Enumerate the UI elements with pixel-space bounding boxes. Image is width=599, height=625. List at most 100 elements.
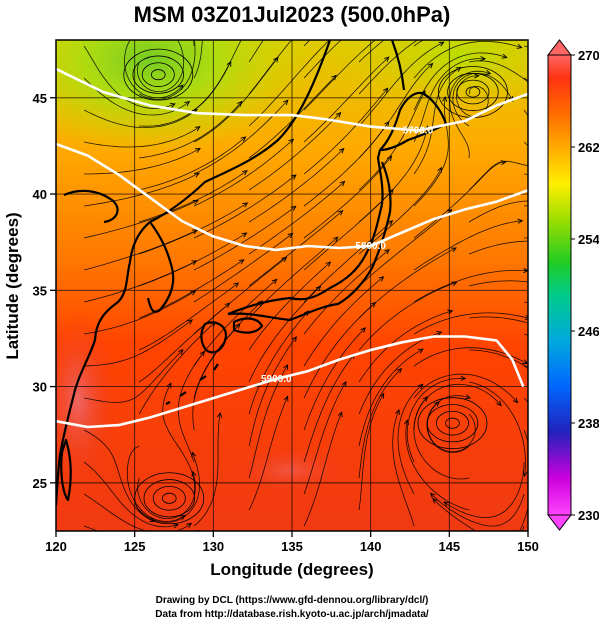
streamline-arrow-102 [325,261,332,267]
streamline-45 [579,158,599,190]
streamline-arrow-151 [191,451,197,458]
colorbar-top-arrow [546,39,573,56]
streamline-arrow-41 [236,100,243,107]
streamline-arrow-79 [517,218,524,224]
streamline-arrow-82 [337,210,344,216]
streamline-6 [83,45,176,109]
streamline-arrow-118 [370,301,377,308]
streamline-116 [84,349,184,403]
streamline-arrow-78 [388,188,394,195]
streamline-arrow-49 [455,66,462,72]
streamline-arrow-129 [496,400,502,407]
colorbar-label-270: 270 [578,48,599,63]
contour-line-2 [56,335,525,429]
streamline-arrow-142 [283,364,289,370]
vortex-ring-2-14 [152,485,186,511]
streamline-71 [138,202,248,255]
streamline-150 [430,493,525,527]
streamline-143 [358,368,402,479]
streamline-73 [358,167,442,255]
streamline-arrow-157 [217,411,223,418]
streamline-138 [303,353,355,463]
streamline-89 [413,270,528,303]
streamline-131 [126,445,186,522]
streamline-64 [468,200,528,223]
streamline-arrow-31 [226,60,232,67]
streamline-51 [139,136,246,191]
axis-ticks: 120 125 130 135 140 145 150 25 30 35 40 45 [33,91,539,554]
streamline-arrow-9 [524,20,529,24]
streamlines [83,0,599,531]
streamline-arrow-120 [586,493,591,498]
streamline-arrow-149 [417,383,424,390]
streamline-arrow-87 [287,232,294,239]
streamline-arrow-123 [436,331,443,337]
streamline-31 [139,61,232,127]
vortex-ring-0-22 [132,55,184,94]
streamline-arrow-96 [190,290,197,296]
streamline-arrow-28 [386,28,391,32]
streamline-42 [248,75,337,159]
streamline-52 [248,112,341,191]
streamline-arrow-137 [199,350,206,357]
streamline-1 [124,40,184,99]
streamline-83 [358,209,452,287]
streamline-arrow-74 [582,247,587,251]
streamline-arrow-19 [516,43,523,49]
streamline-24 [455,75,489,117]
streamline-159 [392,409,415,527]
colorbar-label-238: 238 [578,416,599,431]
streamline-158 [303,412,343,527]
streamline-26 [83,109,198,129]
streamline-94 [469,316,528,324]
streamline-arrow-127 [235,323,241,329]
streamline-142 [248,364,289,479]
vortex-ring-3-14 [456,79,490,105]
streamline-77 [193,206,296,271]
colorbar-label-246: 246 [578,324,599,339]
streamline-arrow-150 [429,492,436,499]
streamline-arrow-143 [396,367,403,374]
x-tick-label-120: 120 [45,539,67,554]
streamline-75 [579,254,599,289]
streamline-arrow-93 [450,247,457,253]
streamline-32 [248,40,331,127]
streamline-arrow-13 [456,0,461,4]
streamline-106 [84,319,193,367]
streamline-136 [83,461,179,528]
streamline-76 [83,229,198,271]
streamline-55 [579,190,599,224]
lat-lon-grid [56,40,528,531]
streamline-147 [162,383,196,495]
streamline-98 [303,249,390,335]
colorbar: 270 262 254 246 238 230 [546,39,599,531]
streamline-148 [303,381,347,495]
streamline-108 [303,276,384,367]
streamline-46 [84,148,201,175]
streamline-arrow-99 [524,314,528,320]
streamline-arrow-119 [512,397,519,404]
streamline-72 [248,181,345,255]
x-tick-label-150: 150 [517,539,539,554]
streamline-arrow-53 [420,90,426,97]
streamline-arrow-48 [383,87,389,94]
colorbar-label-230: 230 [578,508,599,523]
streamline-arrow-128 [360,327,366,333]
streamline-arrow-121 [210,321,217,327]
streamline-arrow-160 [432,498,438,504]
vortex-ring-0-6 [150,69,166,81]
streamline-arrow-94 [579,342,584,346]
vortex-ring-0-30 [123,48,194,101]
streamline-54 [468,160,528,191]
streamline-53 [358,90,426,191]
streamline-14 [469,60,528,83]
streamline-157 [193,412,221,527]
x-tick-label-130: 130 [202,539,224,554]
streamline-arrow-91 [238,259,245,265]
streamline-arrow-97 [281,256,288,263]
streamline-153 [358,393,385,511]
streamline-arrow-42 [331,74,337,81]
streamline-arrow-116 [178,349,184,355]
streamline-arrow-112 [315,285,322,292]
streamline-arrow-32 [326,40,331,44]
